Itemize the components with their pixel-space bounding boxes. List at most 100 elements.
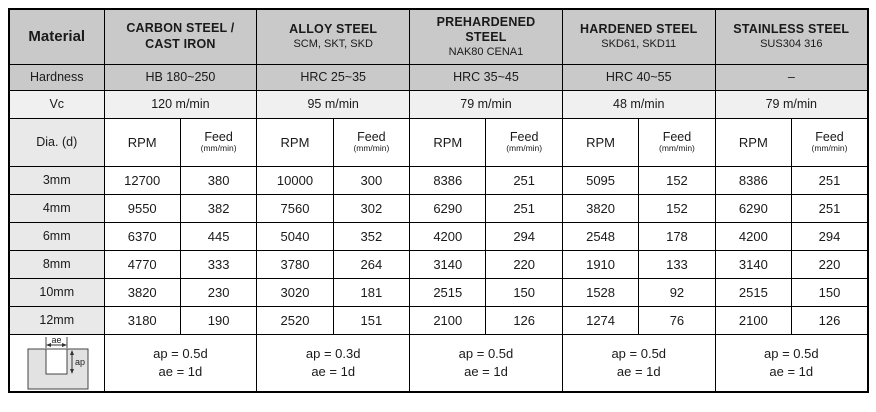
feed-cell: 294 [791, 221, 869, 251]
feed-cell: 333 [179, 249, 258, 279]
ae-condition: ae = 1d [464, 363, 508, 379]
rpm-cell: 2100 [409, 305, 487, 335]
rpm-cell: 3140 [714, 249, 793, 279]
size-label: 3mm [8, 165, 105, 195]
feed-cell: 150 [791, 277, 869, 307]
feed-cell: 264 [332, 249, 411, 279]
rpm-header: RPM [409, 117, 487, 167]
feed-header-unit: (mm/min) [811, 143, 848, 154]
hardness-value: HRC 25~35 [256, 63, 411, 91]
feed-cell: 152 [638, 165, 716, 195]
feed-cell: 126 [485, 305, 563, 335]
table-row-10mm: 10mm 3820 230 3020 181 2515 150 1528 92 … [8, 277, 869, 307]
size-label: 10mm [8, 277, 105, 307]
material-header-hardened-steel: HARDENED STEEL SKD61, SKD11 [561, 8, 716, 65]
rpm-cell: 2548 [561, 221, 640, 251]
cutting-speed-row: Vc 120 m/min 95 m/min 79 m/min 48 m/min … [8, 89, 869, 119]
feed-header: Feed (mm/min) [638, 117, 716, 167]
feed-cell: 126 [791, 305, 869, 335]
vc-value: 79 m/min [409, 89, 563, 119]
rpm-cell: 4770 [103, 249, 181, 279]
feed-cell: 76 [638, 305, 716, 335]
feed-header: Feed (mm/min) [485, 117, 563, 167]
feed-header-label: Feed [357, 130, 386, 145]
material-header-stainless-steel: STAINLESS STEEL SUS304 316 [714, 8, 869, 65]
ap-condition: ap = 0.3d [305, 345, 361, 361]
hardness-value: HRC 40~55 [561, 63, 716, 91]
feed-cell: 220 [485, 249, 563, 279]
ap-condition: ap = 0.5d [611, 345, 667, 361]
ae-condition: ae = 1d [311, 363, 356, 379]
ap-condition: ap = 0.5d [764, 345, 819, 361]
column-subheader-row: Dia. (d) RPM Feed (mm/min) RPM Feed (mm/… [8, 117, 869, 167]
rpm-cell: 7560 [256, 193, 334, 223]
feed-cell: 251 [791, 165, 869, 195]
rpm-cell: 6370 [103, 221, 181, 251]
feed-cell: 151 [332, 305, 411, 335]
hardness-value: – [714, 63, 869, 91]
cutting-conditions-cell: ap = 0.3d ae = 1d [256, 333, 411, 393]
rpm-cell: 3140 [409, 249, 487, 279]
vc-row-label: Vc [8, 89, 105, 119]
cutting-conditions-cell: ap = 0.5d ae = 1d [409, 333, 563, 393]
rpm-header: RPM [714, 117, 793, 167]
material-name: PREHARDENED STEEL [436, 14, 536, 45]
feed-header-label: Feed [662, 130, 692, 145]
feed-header: Feed (mm/min) [332, 117, 411, 167]
rpm-cell: 8386 [714, 165, 793, 195]
vc-value: 48 m/min [561, 89, 716, 119]
rpm-cell: 2100 [714, 305, 793, 335]
material-header-carbon-steel: CARBON STEEL / CAST IRON [103, 8, 258, 65]
rpm-cell: 8386 [409, 165, 487, 195]
material-name: HARDENED STEEL [580, 22, 698, 37]
material-header-alloy-steel: ALLOY STEEL SCM, SKT, SKD [256, 8, 411, 65]
feed-header-unit: (mm/min) [353, 143, 390, 154]
feed-header-unit: (mm/min) [506, 143, 543, 154]
rpm-cell: 10000 [256, 165, 334, 195]
feed-cell: 251 [485, 165, 563, 195]
feed-header-label: Feed [815, 130, 844, 145]
slot-diagram-cell: ae ap [8, 333, 105, 393]
rpm-cell: 3820 [561, 193, 640, 223]
ae-condition: ae = 1d [769, 363, 814, 379]
material-corner-label: Material [8, 8, 105, 65]
rpm-header: RPM [103, 117, 181, 167]
feed-cell: 133 [638, 249, 716, 279]
rpm-cell: 5040 [256, 221, 334, 251]
rpm-cell: 5095 [561, 165, 640, 195]
feed-cell: 220 [791, 249, 869, 279]
feed-header: Feed (mm/min) [179, 117, 258, 167]
feed-cell: 294 [485, 221, 563, 251]
material-name: ALLOY STEEL [289, 22, 378, 37]
ap-condition: ap = 0.5d [153, 345, 208, 361]
rpm-cell: 6290 [714, 193, 793, 223]
feed-header: Feed (mm/min) [791, 117, 869, 167]
feed-header-label: Feed [204, 130, 233, 145]
rpm-cell: 3820 [103, 277, 181, 307]
material-header-prehardened-steel: PREHARDENED STEEL NAK80 CENA1 [409, 8, 563, 65]
slot-cut-diagram-icon: ae ap [27, 335, 89, 390]
cutting-conditions-table: Material CARBON STEEL / CAST IRON ALLOY … [8, 8, 869, 393]
feed-header-label: Feed [509, 130, 539, 145]
material-name: STAINLESS STEEL [733, 22, 850, 37]
size-label: 4mm [8, 193, 105, 223]
cutting-conditions-cell: ap = 0.5d ae = 1d [103, 333, 258, 393]
rpm-cell: 6290 [409, 193, 487, 223]
feed-cell: 302 [332, 193, 411, 223]
rpm-cell: 1274 [561, 305, 640, 335]
size-label: 12mm [8, 305, 105, 335]
rpm-header: RPM [256, 117, 334, 167]
table-row-8mm: 8mm 4770 333 3780 264 3140 220 1910 133 … [8, 249, 869, 279]
feed-cell: 152 [638, 193, 716, 223]
feed-header-unit: (mm/min) [200, 143, 237, 154]
material-subtitle: NAK80 CENA1 [448, 45, 524, 58]
feed-cell: 150 [485, 277, 563, 307]
ae-condition: ae = 1d [158, 363, 203, 379]
hardness-value: HB 180~250 [103, 63, 258, 91]
hardness-row: Hardness HB 180~250 HRC 25~35 HRC 35~45 … [8, 63, 869, 91]
ap-condition: ap = 0.5d [458, 345, 514, 361]
feed-cell: 251 [791, 193, 869, 223]
diameter-row-label: Dia. (d) [8, 117, 105, 167]
material-subtitle: SKD61, SKD11 [601, 37, 677, 50]
